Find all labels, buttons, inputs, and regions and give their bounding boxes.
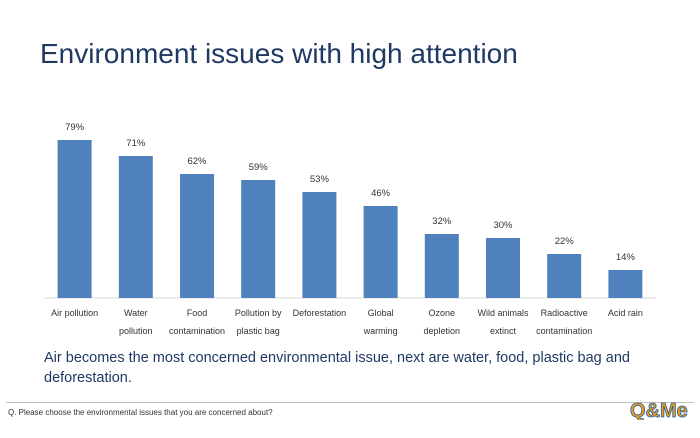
data-label: 53% <box>310 174 330 185</box>
data-label: 30% <box>493 220 513 231</box>
category-label: Radioactive <box>541 308 588 318</box>
data-label: 32% <box>432 216 452 227</box>
category-label: Air pollution <box>51 308 98 318</box>
category-label: Global <box>368 308 394 318</box>
category-label: Wild animals <box>477 308 529 318</box>
category-label: plastic bag <box>237 326 280 336</box>
bar <box>57 140 92 298</box>
bar <box>486 238 520 298</box>
category-label: Food <box>187 308 208 318</box>
logo-text: Q&Me <box>630 400 688 422</box>
bar <box>363 206 398 298</box>
data-label: 62% <box>187 156 207 167</box>
bar <box>180 174 214 298</box>
category-label: pollution <box>119 326 153 336</box>
category-label: extinct <box>490 326 517 336</box>
category-label: Acid rain <box>608 308 643 318</box>
data-label: 59% <box>249 162 269 173</box>
footer-divider <box>6 402 694 403</box>
chart-title: Environment issues with high attention <box>40 38 518 69</box>
category-label: contamination <box>169 326 225 336</box>
bar <box>424 234 459 298</box>
category-label: Pollution by <box>235 308 282 318</box>
category-label: contamination <box>536 326 592 336</box>
bar <box>241 180 276 298</box>
bar <box>547 254 582 298</box>
category-label: warming <box>363 326 398 336</box>
data-label: 22% <box>555 236 575 247</box>
data-label: 14% <box>616 252 636 263</box>
category-label: Water <box>124 308 148 318</box>
bar-chart: 79% Air pollution 71% Water pollution 62% Food… <box>44 122 656 336</box>
bar <box>608 270 643 298</box>
category-label: depletion <box>424 326 461 336</box>
data-label: 79% <box>65 122 85 133</box>
bar <box>302 192 337 298</box>
bar <box>118 156 153 298</box>
brand-logo: Q&Me <box>630 400 688 422</box>
data-label: 71% <box>126 138 146 149</box>
category-label: Deforestation <box>293 308 347 318</box>
bottom-margin <box>0 420 700 438</box>
summary-text: Air becomes the most concerned environme… <box>44 350 630 386</box>
survey-question: Q. Please choose the environmental issue… <box>8 408 273 417</box>
category-label: Ozone <box>429 308 456 318</box>
data-label: 46% <box>371 188 391 199</box>
